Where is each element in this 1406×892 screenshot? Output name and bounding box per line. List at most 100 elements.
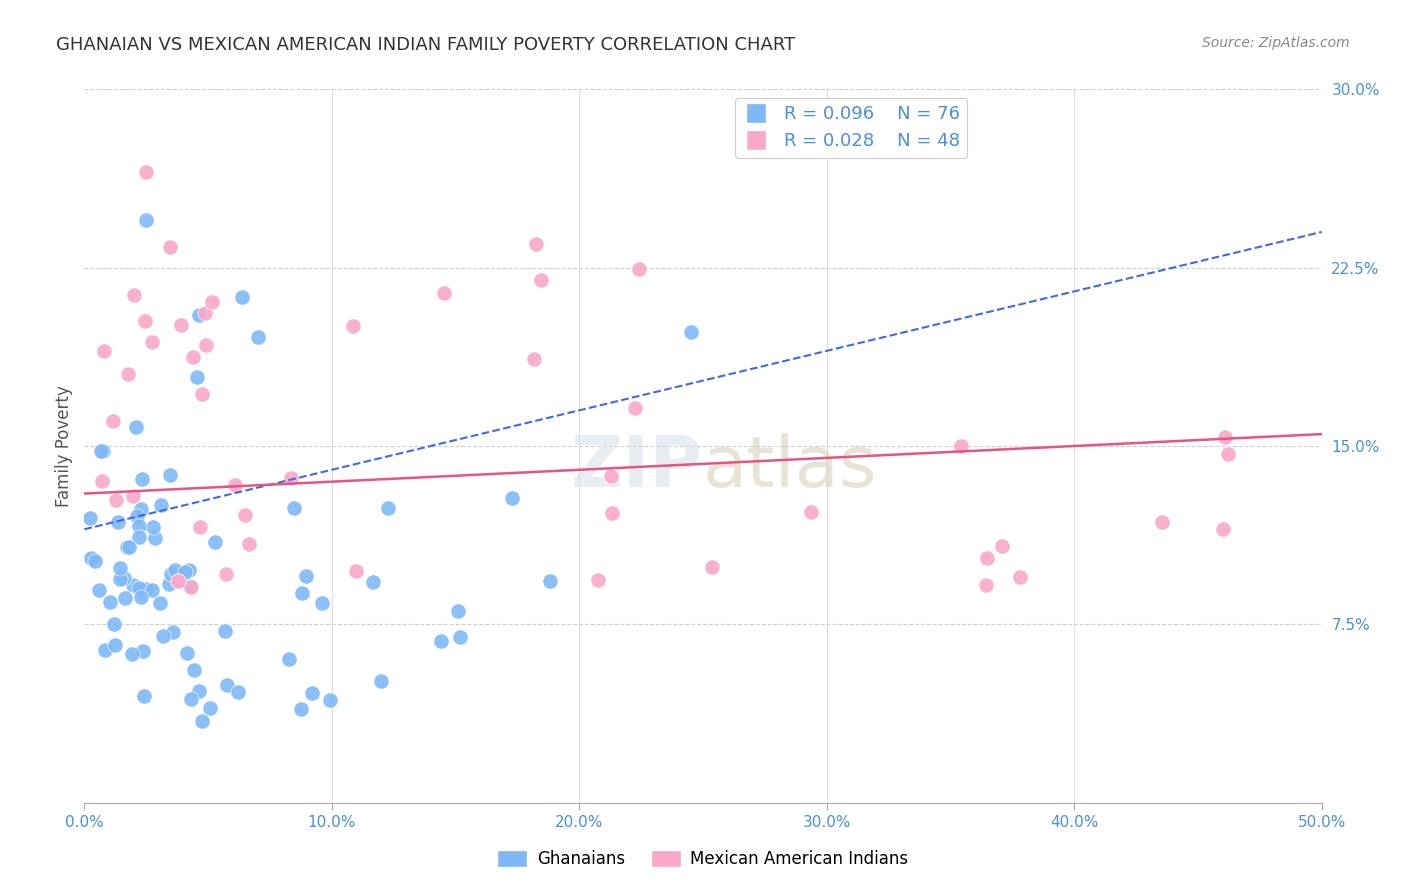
Point: [800, 506, 823, 520]
Point: [84, 554, 107, 568]
Point: [283, 501, 305, 516]
Point: [377, 500, 399, 515]
Point: [122, 288, 145, 302]
Y-axis label: Family Poverty: Family Poverty: [55, 385, 73, 507]
Point: [195, 338, 218, 352]
Point: [149, 498, 172, 512]
Point: [430, 633, 453, 648]
Point: [128, 581, 150, 595]
Point: [141, 334, 163, 349]
Point: [103, 617, 125, 632]
Point: [152, 629, 174, 643]
Point: [129, 501, 152, 516]
Point: [135, 213, 157, 227]
Point: [170, 318, 193, 332]
Point: [176, 646, 198, 660]
Point: [524, 237, 547, 252]
Point: [149, 596, 172, 610]
Point: [190, 387, 212, 401]
Point: [291, 586, 314, 600]
Point: [157, 577, 180, 591]
Point: [159, 240, 181, 254]
Point: [191, 714, 214, 728]
Point: [233, 508, 256, 522]
Point: [105, 492, 128, 507]
Point: [624, 401, 647, 415]
Point: [177, 563, 200, 577]
Point: [180, 580, 202, 594]
Point: [79, 511, 101, 525]
Point: [179, 579, 201, 593]
Point: [181, 350, 204, 364]
Point: [280, 471, 302, 485]
Point: [290, 701, 312, 715]
Point: [117, 367, 139, 381]
Point: [159, 468, 181, 483]
Point: [198, 701, 221, 715]
Point: [112, 571, 135, 585]
Point: [183, 663, 205, 677]
Point: [118, 541, 141, 555]
Point: [107, 515, 129, 529]
Point: [160, 566, 183, 581]
Point: [370, 673, 392, 688]
Point: [162, 624, 184, 639]
Point: [145, 531, 167, 545]
Text: GHANAIAN VS MEXICAN AMERICAN INDIAN FAMILY POVERTY CORRELATION CHART: GHANAIAN VS MEXICAN AMERICAN INDIAN FAMI…: [56, 36, 796, 54]
Point: [180, 691, 202, 706]
Point: [976, 551, 998, 566]
Point: [311, 596, 333, 610]
Point: [1215, 429, 1237, 443]
Point: [215, 677, 238, 691]
Point: [132, 643, 155, 657]
Text: atlas: atlas: [703, 433, 877, 502]
Point: [238, 537, 260, 551]
Point: [91, 443, 114, 458]
Point: [98, 595, 121, 609]
Point: [131, 471, 153, 485]
Point: [700, 560, 723, 574]
Point: [295, 569, 318, 583]
Point: [173, 565, 195, 579]
Point: [628, 262, 651, 277]
Point: [446, 604, 468, 618]
Point: [128, 530, 150, 544]
Point: [94, 643, 117, 657]
Point: [1152, 515, 1174, 529]
Point: [90, 444, 112, 458]
Legend: R = 0.096    N = 76, R = 0.028    N = 48: R = 0.096 N = 76, R = 0.028 N = 48: [735, 98, 967, 158]
Point: [135, 582, 157, 596]
Point: [433, 285, 456, 300]
Point: [523, 351, 546, 366]
Point: [122, 489, 145, 503]
Point: [278, 652, 301, 666]
Point: [449, 630, 471, 644]
Point: [91, 475, 114, 489]
Point: [132, 689, 155, 703]
Point: [135, 165, 157, 179]
Point: [600, 506, 623, 520]
Point: [538, 574, 561, 588]
Point: [186, 370, 208, 384]
Point: [142, 520, 165, 534]
Point: [163, 563, 186, 577]
Point: [141, 582, 163, 597]
Point: [224, 477, 246, 491]
Point: [214, 566, 236, 581]
Point: [104, 638, 127, 652]
Point: [679, 325, 702, 339]
Point: [187, 308, 209, 322]
Text: ZIP: ZIP: [571, 433, 703, 502]
Point: [134, 314, 156, 328]
Point: [949, 439, 972, 453]
Point: [121, 647, 143, 661]
Point: [89, 583, 111, 598]
Point: [201, 294, 224, 309]
Point: [103, 414, 125, 428]
Point: [93, 344, 115, 359]
Text: Source: ZipAtlas.com: Source: ZipAtlas.com: [1202, 36, 1350, 50]
Point: [125, 420, 148, 434]
Point: [122, 578, 145, 592]
Point: [115, 540, 138, 554]
Point: [342, 318, 364, 333]
